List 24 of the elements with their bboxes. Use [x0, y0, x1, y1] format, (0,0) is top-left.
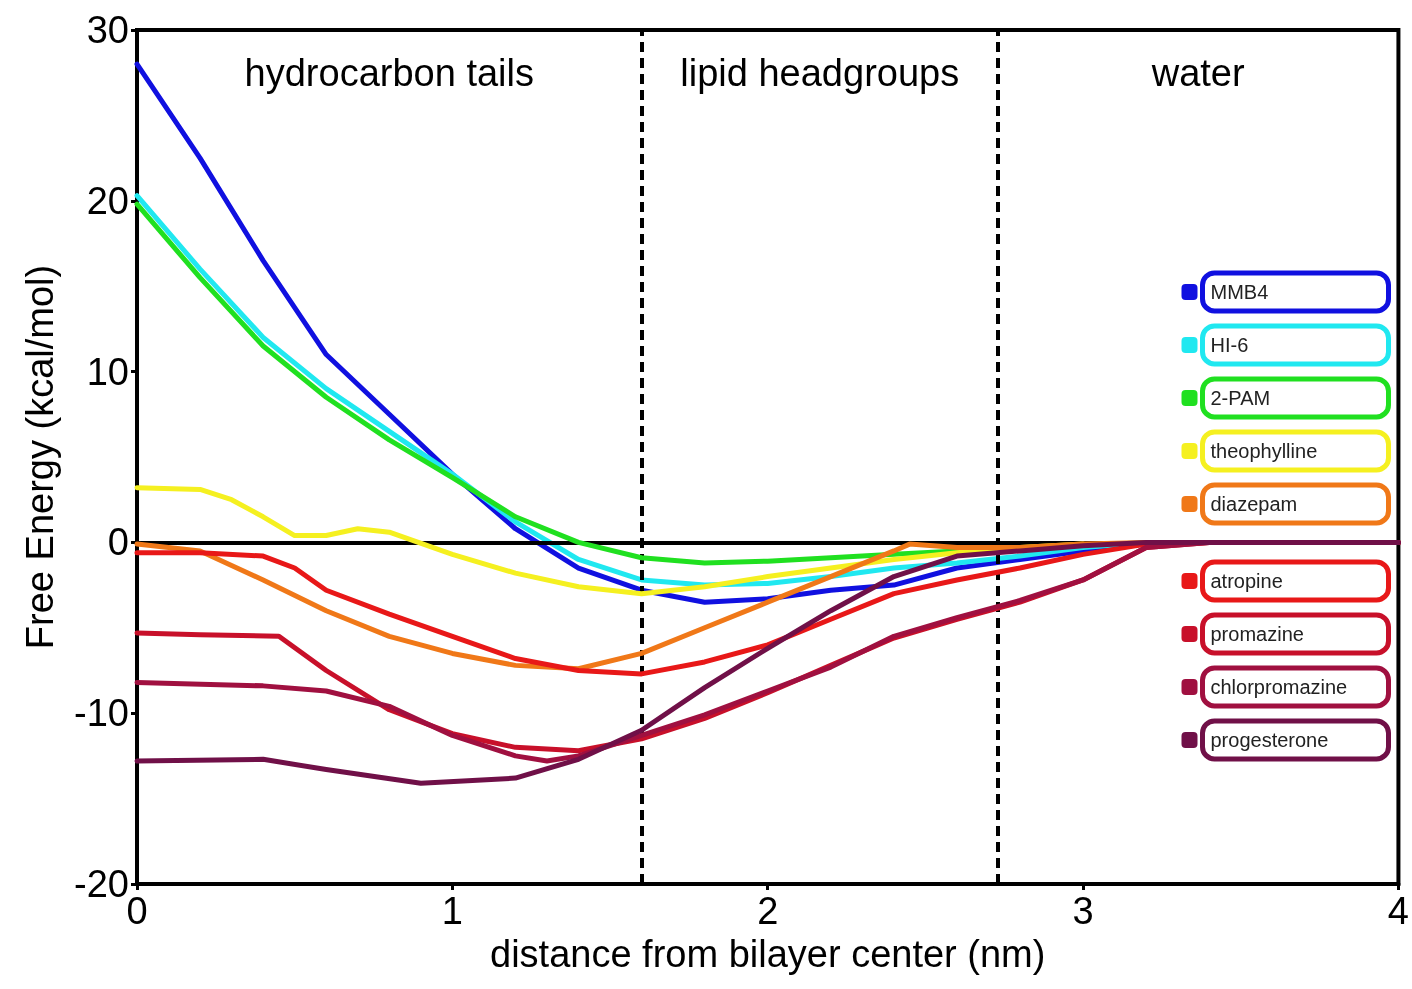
legend-label: MMB4: [1210, 280, 1269, 303]
legend-label: HI-6: [1210, 333, 1249, 356]
annotation: hydrocarbon tails: [244, 51, 534, 94]
x-axis-title: distance from bilayer center (nm): [490, 932, 1046, 975]
legend-label: theophylline: [1210, 439, 1318, 462]
y-tick-label: 20: [86, 179, 129, 222]
y-tick-label: -10: [74, 692, 129, 735]
x-tick-label: 1: [441, 890, 463, 932]
y-tick-label: 30: [86, 9, 129, 51]
annotation: water: [1150, 51, 1245, 94]
x-tick-label: 2: [757, 890, 779, 932]
x-tick-label: 3: [1072, 890, 1094, 932]
legend-label: atropine: [1210, 569, 1283, 592]
y-tick-label: 0: [107, 521, 129, 564]
legend-label: progesterone: [1210, 728, 1329, 751]
legend-label: 2-PAM: [1210, 386, 1271, 409]
y-tick-label: -20: [74, 863, 129, 905]
y-tick-label: 10: [86, 350, 129, 393]
legend-label: diazepam: [1210, 492, 1298, 515]
y-axis-title: Free Energy (kcal/mol): [19, 264, 61, 650]
legend-label: chlorpromazine: [1210, 675, 1348, 698]
legend-label: promazine: [1210, 622, 1304, 645]
x-tick-label: 4: [1387, 890, 1409, 932]
annotation: lipid headgroups: [680, 51, 960, 94]
